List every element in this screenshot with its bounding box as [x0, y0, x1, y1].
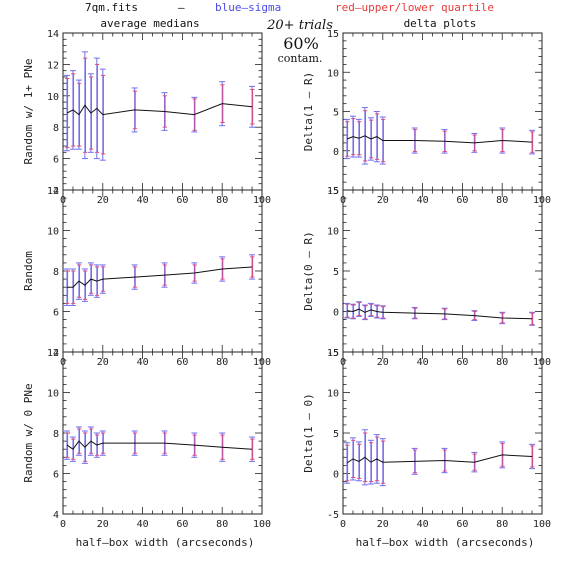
- left-column-title: average medians: [100, 17, 199, 30]
- x-tick-label: 60: [456, 357, 468, 368]
- y-axis-label: Random w/ 0 PNe: [22, 383, 35, 482]
- panel-random-0-pne: 0 20 40 60 80 100 4 6 8 10 12 Random w/ 0 PNe: [22, 348, 271, 530]
- x-tick-label: 100: [533, 519, 551, 530]
- x-tick-label: 40: [137, 357, 149, 368]
- legend-red-quartile: red–upper/lower quartile: [335, 1, 494, 14]
- x-tick-label: 20: [97, 519, 109, 530]
- x-tick-label: 80: [496, 519, 508, 530]
- x-tick-label: 80: [216, 519, 228, 530]
- y-tick-label: 5: [333, 267, 339, 278]
- median-line: [346, 308, 533, 320]
- y-tick-label: 15: [327, 186, 339, 197]
- y-tick-label: 4: [53, 186, 59, 197]
- x-tick-label: 40: [137, 519, 149, 530]
- median-line: [66, 440, 253, 450]
- y-tick-label: 8: [53, 429, 59, 440]
- right-column-title: delta plots: [404, 17, 477, 30]
- x-tick-label: 80: [496, 195, 508, 206]
- contamination-percent: 60%: [283, 34, 319, 53]
- y-tick-label: 0: [333, 308, 339, 319]
- x-tick-label: 0: [60, 519, 66, 530]
- legend-blue-sigma: blue–sigma: [215, 1, 281, 14]
- x-tick-label: 0: [340, 519, 346, 530]
- y-axis-label: Delta(0 – R): [302, 231, 315, 310]
- y-tick-label: 0: [333, 147, 339, 158]
- y-tick-label: 6: [53, 470, 59, 481]
- y-tick-label: -5: [327, 510, 339, 521]
- plot-frame: [342, 351, 543, 515]
- plot-frame: [62, 189, 263, 353]
- y-tick-label: 10: [47, 227, 59, 238]
- x-tick-label: 80: [216, 195, 228, 206]
- x-tick-label: 40: [417, 357, 429, 368]
- y-tick-label: 4: [53, 510, 59, 521]
- x-tick-label: 60: [456, 195, 468, 206]
- x-tick-label: 80: [496, 357, 508, 368]
- x-tick-label: 20: [377, 519, 389, 530]
- y-tick-label: 12: [47, 186, 59, 197]
- y-tick-label: -5: [327, 186, 339, 197]
- y-axis-label: Random: [22, 251, 35, 291]
- x-tick-label: 60: [176, 357, 188, 368]
- x-tick-label: 40: [417, 519, 429, 530]
- y-tick-label: 10: [327, 389, 339, 400]
- y-tick-label: 10: [47, 389, 59, 400]
- x-tick-label: 40: [137, 195, 149, 206]
- x-axis-label-right: half–box width (arcseconds): [356, 536, 535, 549]
- x-tick-label: 60: [456, 519, 468, 530]
- legend-dash: –: [178, 1, 185, 14]
- x-tick-label: 80: [216, 357, 228, 368]
- y-tick-label: 10: [47, 92, 59, 103]
- y-tick-label: 8: [53, 123, 59, 134]
- x-tick-label: 40: [417, 195, 429, 206]
- y-tick-label: 15: [327, 348, 339, 359]
- y-axis-label: Random w/ 1+ PNe: [22, 59, 35, 165]
- x-tick-label: 60: [176, 519, 188, 530]
- y-tick-label: 8: [53, 267, 59, 278]
- legend-file: 7qm.fits: [85, 1, 138, 14]
- x-tick-label: 20: [377, 357, 389, 368]
- y-axis-label: Delta(1 – 0): [302, 393, 315, 472]
- plot-frame: [62, 351, 263, 515]
- contamination-label: contam.: [278, 52, 323, 65]
- y-tick-label: 0: [333, 470, 339, 481]
- y-tick-label: 10: [327, 227, 339, 238]
- x-tick-label: 20: [97, 195, 109, 206]
- y-tick-label: 5: [333, 108, 339, 119]
- x-axis-label-left: half–box width (arcseconds): [76, 536, 255, 549]
- y-tick-label: 6: [53, 308, 59, 319]
- y-tick-label: 10: [327, 68, 339, 79]
- median-line: [346, 454, 533, 464]
- y-tick-label: 15: [327, 29, 339, 40]
- x-tick-label: 60: [176, 195, 188, 206]
- x-tick-label: 100: [253, 519, 271, 530]
- median-line: [67, 266, 253, 288]
- y-tick-label: 12: [47, 60, 59, 71]
- plot-frame: [342, 32, 543, 191]
- y-axis-label: Delta(1 – R): [302, 72, 315, 151]
- x-tick-label: 20: [97, 357, 109, 368]
- y-tick-label: -5: [327, 348, 339, 359]
- y-tick-label: 4: [53, 348, 59, 359]
- plot-frame: [342, 189, 543, 353]
- median-line: [346, 135, 533, 144]
- y-tick-label: 14: [47, 29, 59, 40]
- y-tick-label: 6: [53, 155, 59, 166]
- trials-annotation: 20+ trials: [266, 18, 333, 33]
- median-line: [66, 103, 253, 116]
- y-tick-label: 5: [333, 429, 339, 440]
- y-tick-label: 12: [47, 348, 59, 359]
- x-tick-label: 20: [377, 195, 389, 206]
